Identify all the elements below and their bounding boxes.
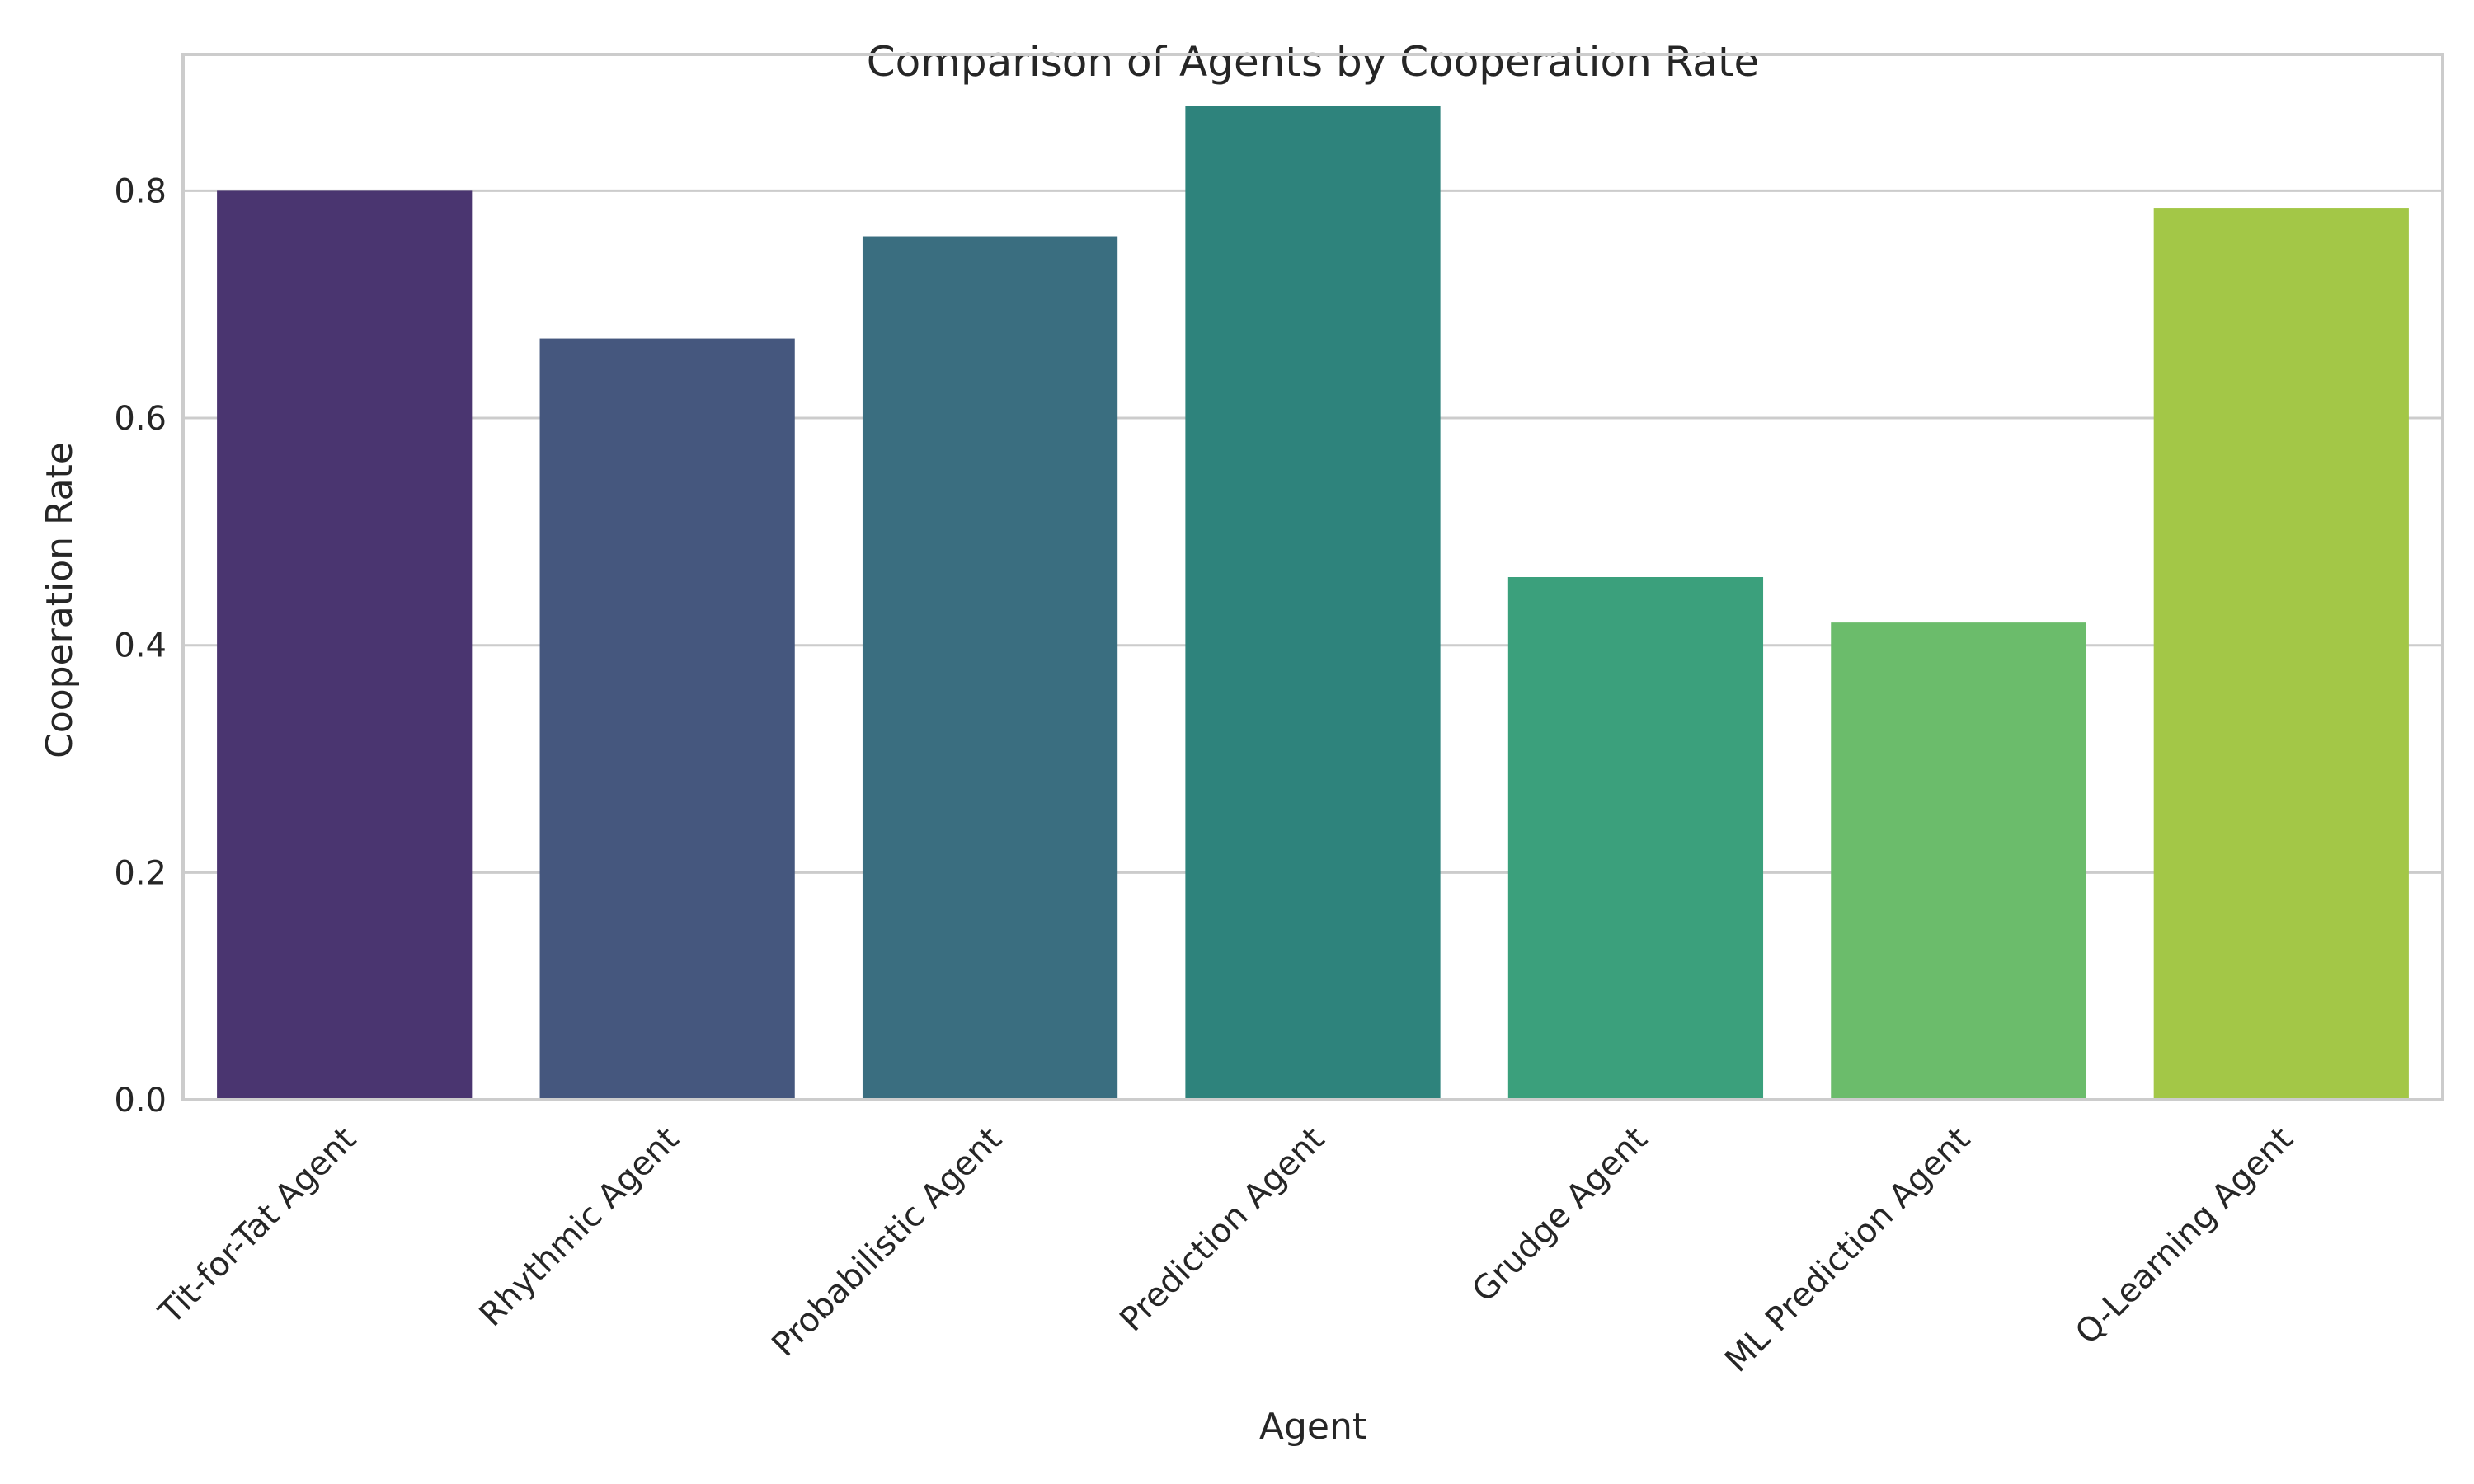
y-tick-label: 0.8 — [114, 172, 167, 210]
bar-2 — [862, 236, 1118, 1100]
x-axis-label: Agent — [1259, 1406, 1366, 1448]
chart-title: Comparison of Agents by Cooperation Rate — [867, 38, 1760, 86]
y-axis-ticks: 0.0 0.2 0.4 0.6 0.8 — [114, 172, 167, 1120]
bar-5 — [1831, 622, 2086, 1100]
bars — [217, 106, 2409, 1101]
x-tick-label: Rhythmic Agent — [473, 1120, 687, 1335]
x-tick-label: Grudge Agent — [1465, 1120, 1654, 1310]
bar-0 — [217, 190, 473, 1100]
x-axis-ticks: Tit-for-Tat Agent Rhythmic Agent Probabili… — [152, 1120, 2301, 1380]
bar-1 — [539, 338, 795, 1101]
x-tick-label: Q-Learning Agent — [2068, 1120, 2300, 1352]
y-tick-label: 0.0 — [114, 1082, 167, 1120]
x-tick-label: Tit-for-Tat Agent — [152, 1120, 364, 1332]
x-tick-label: Prediction Agent — [1112, 1120, 1332, 1340]
y-tick-label: 0.4 — [114, 627, 167, 665]
bar-6 — [2153, 208, 2409, 1101]
y-tick-label: 0.2 — [114, 854, 167, 892]
x-tick-label: Probabilistic Agent — [764, 1120, 1009, 1364]
y-axis-label: Cooperation Rate — [39, 442, 81, 758]
y-tick-label: 0.6 — [114, 400, 167, 438]
plot-frame — [181, 53, 2444, 1101]
bar-3 — [1185, 106, 1441, 1101]
x-tick-label: ML Prediction Agent — [1718, 1120, 1978, 1380]
bar-4 — [1507, 577, 1764, 1100]
